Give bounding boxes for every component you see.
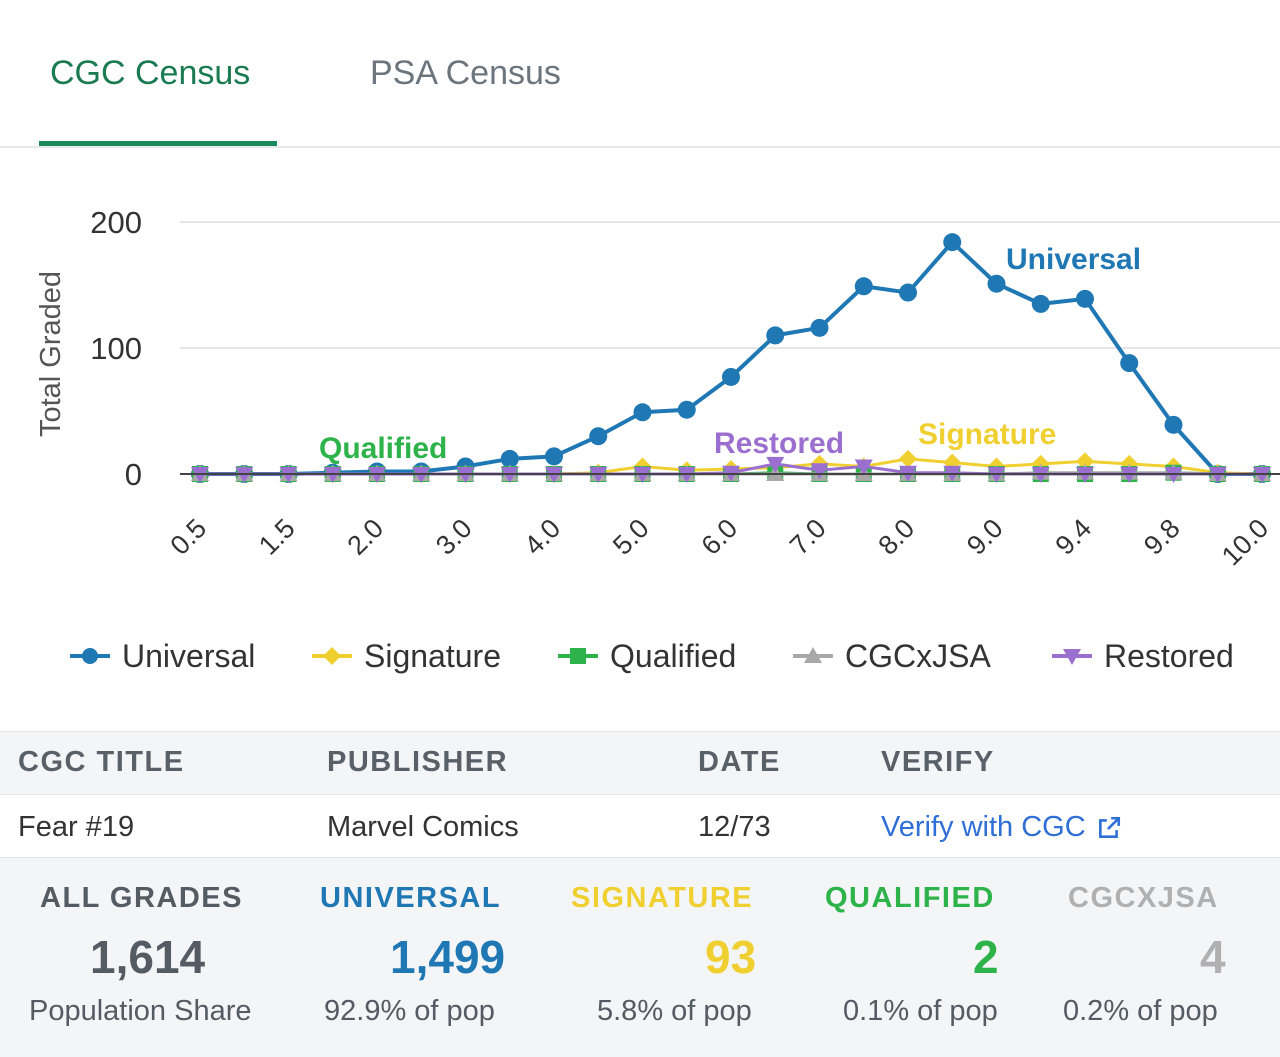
legend-label: Signature: [364, 637, 501, 674]
data-point-universal: [1120, 354, 1139, 373]
tab-cgc-census[interactable]: CGC Census: [50, 54, 251, 92]
data-point-universal: [500, 449, 519, 468]
comic-info-table: CGC TITLE PUBLISHER DATE VERIFY Fear #19…: [0, 731, 1280, 858]
legend-item-cgcxjsa[interactable]: CGCxJSA: [793, 636, 991, 676]
legend-item-restored[interactable]: Restored: [1052, 636, 1234, 676]
stat-label: QUALIFIED: [825, 882, 995, 914]
triangle-up-marker-icon: [793, 647, 833, 663]
x-tick-label: 2.0: [341, 513, 389, 561]
tab-psa-census[interactable]: PSA Census: [370, 54, 561, 92]
x-tick-label: 8.0: [872, 513, 920, 561]
data-point-restored: [810, 463, 829, 480]
header-date: DATE: [698, 746, 781, 778]
data-point-universal: [943, 233, 962, 252]
stat-subtext: 5.8% of pop: [597, 995, 752, 1027]
data-point-signature: [1076, 452, 1094, 471]
data-point-universal: [677, 400, 696, 419]
x-tick-label: 10.0: [1216, 513, 1274, 571]
stat-label: CGCXJSA: [1068, 882, 1219, 914]
data-point-universal: [987, 274, 1006, 293]
data-point-universal: [1031, 294, 1050, 313]
legend-item-qualified[interactable]: Qualified: [558, 636, 736, 676]
data-point-restored: [854, 459, 873, 476]
data-point-signature: [899, 449, 917, 468]
x-tick-label: 6.0: [695, 513, 743, 561]
data-point-universal: [899, 283, 917, 302]
legend-label: Qualified: [610, 637, 737, 674]
y-axis-title: Total Graded: [35, 271, 67, 437]
y-tick-label: 200: [90, 205, 142, 240]
cell-date: 12/73: [698, 811, 771, 843]
circle-marker-icon: [70, 648, 110, 664]
external-link-icon: [1098, 816, 1120, 838]
square-marker-icon: [558, 648, 598, 664]
series-annotation-restored: Restored: [714, 427, 844, 460]
population-stats: ALL GRADES 1,614 Population Share UNIVER…: [0, 858, 1280, 1057]
data-point-universal: [633, 403, 652, 422]
stat-subtext: 0.1% of pop: [843, 995, 998, 1027]
census-chart: 0 100 200 Total Graded 0.5 1.5 2.0 3.0 4.0 5.0 6.0…: [35, 205, 1280, 571]
census-tabs: CGC Census PSA Census: [0, 0, 1280, 148]
series-annotation-universal: Universal: [1006, 243, 1141, 276]
data-point-universal: [1164, 415, 1183, 434]
data-point-universal: [810, 318, 829, 337]
stat-label: UNIVERSAL: [320, 882, 502, 914]
data-point-universal: [545, 447, 563, 466]
stat-subtext: 92.9% of pop: [324, 995, 495, 1027]
x-tick-label: 1.5: [253, 513, 301, 561]
triangle-down-marker-icon: [1052, 649, 1092, 665]
stat-value: 93: [705, 931, 757, 983]
stat-label: ALL GRADES: [40, 882, 243, 914]
legend-label: CGCxJSA: [845, 637, 991, 674]
data-point-universal: [766, 326, 785, 345]
series-annotation-qualified: Qualified: [319, 432, 447, 465]
x-tick-label: 9.0: [961, 513, 1009, 561]
legend-item-universal[interactable]: Universal: [70, 636, 255, 676]
table-header-row: CGC TITLE PUBLISHER DATE VERIFY: [0, 731, 1280, 795]
data-point-universal: [722, 367, 740, 386]
data-point-universal: [854, 277, 873, 296]
y-tick-label: 100: [90, 331, 142, 366]
x-tick-label: 9.8: [1138, 513, 1186, 561]
data-point-universal: [589, 427, 608, 446]
x-tick-label: 7.0: [784, 513, 832, 561]
header-cgc-title: CGC TITLE: [18, 746, 185, 778]
table-row: Fear #19 Marvel Comics 12/73 Verify with…: [0, 795, 1280, 858]
legend-label: Universal: [122, 637, 256, 674]
legend-item-signature[interactable]: Signature: [312, 636, 501, 676]
stat-value: 1,614: [90, 931, 206, 983]
stat-value: 4: [1200, 931, 1226, 983]
header-verify: VERIFY: [881, 746, 995, 778]
stat-subtext: 0.2% of pop: [1063, 995, 1218, 1027]
data-point-restored: [766, 456, 785, 473]
x-tick-label: 9.4: [1049, 513, 1097, 561]
diamond-marker-icon: [312, 647, 352, 665]
chart-legend: Universal Signature Qualified CGCxJSA Re…: [0, 636, 1280, 676]
header-publisher: PUBLISHER: [327, 746, 509, 778]
x-tick-label: 5.0: [607, 513, 655, 561]
stat-value: 1,499: [390, 931, 506, 983]
legend-label: Restored: [1104, 637, 1234, 674]
data-point-universal: [1076, 289, 1094, 308]
active-tab-indicator: [39, 141, 277, 146]
series-annotation-signature: Signature: [918, 418, 1056, 451]
x-tick-label: 3.0: [430, 513, 478, 561]
stat-value: 2: [973, 931, 999, 983]
cell-title: Fear #19: [18, 811, 135, 843]
y-tick-label: 0: [125, 457, 142, 492]
verify-with-cgc-link[interactable]: Verify with CGC: [881, 811, 1122, 844]
cell-publisher: Marvel Comics: [327, 811, 519, 843]
stat-subtext: Population Share: [29, 995, 252, 1027]
stat-label: SIGNATURE: [571, 882, 754, 914]
x-tick-label: 0.5: [164, 513, 212, 561]
x-tick-label: 4.0: [518, 513, 566, 561]
verify-link-label: Verify with CGC: [881, 811, 1086, 843]
